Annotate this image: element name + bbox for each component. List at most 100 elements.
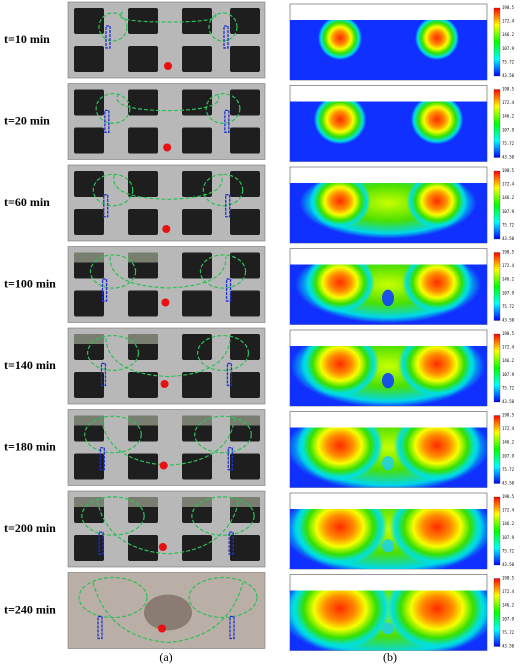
zone-outline [196,334,250,372]
photo [67,246,266,323]
colorbar-label: 107.9 [502,127,515,132]
colorbar [493,496,501,566]
colorbar [493,252,501,321]
heat-zone [318,20,362,60]
colorbar-label: 172.4 [502,100,515,105]
heat-zone [397,346,477,398]
window [182,290,212,317]
heatmap-field [290,346,487,406]
window [230,453,260,480]
gravel [230,415,260,426]
window [128,89,158,116]
row-label: t=10 min [4,32,50,46]
colorbar-label: 107.9 [502,290,515,295]
zone-outline [191,496,255,536]
colorbar-label: 198.5 [502,494,515,499]
colorbar-label: 146.2 [502,277,515,282]
sensor [226,362,233,387]
window [74,46,104,72]
window [182,453,212,480]
colorbar-label: 198.5 [502,87,515,92]
zone-outline [95,93,131,124]
colorbar-label: 146.2 [502,358,515,363]
drip-point [162,225,171,233]
colorbar-label: 43.50 [502,155,515,160]
gravel [128,252,158,263]
colorbar-label: 75.72 [502,141,515,146]
heatmap-field [290,509,487,569]
zone-outline [119,11,217,23]
row-label: t=180 min [4,439,56,453]
colorbar [493,578,501,647]
colorbar [493,333,501,403]
colorbar-label: 146.2 [502,195,515,200]
zone-outline [199,254,247,289]
colorbar-label: 198.5 [502,5,515,10]
colorbar [493,415,501,484]
colorbar-label: 107.9 [502,209,515,214]
zone-outline [188,576,258,619]
colorbar-label: 172.4 [502,508,515,513]
zone-outline [208,12,238,42]
window [74,209,104,235]
caption: (a) [159,650,172,664]
sensor [97,615,103,640]
zone-outline [86,334,140,372]
window [230,334,260,360]
window [230,209,260,235]
heatmap-field [290,590,487,651]
colorbar-label: 172.4 [502,426,515,431]
colorbar-label: 43.50 [502,399,515,404]
zone-outline [98,12,128,42]
heat-centre [382,539,394,553]
zone-outline [89,254,137,289]
colorbar-label: 172.4 [502,345,515,350]
heatmap: 198.5 172.4 146.2 107.9 75.72 43.50 [289,3,515,81]
heatmap-bg [290,20,487,80]
heatmap: 198.5 172.4 146.2 107.9 75.72 43.50 [289,166,515,244]
photo [67,409,266,486]
window [182,171,212,197]
gravel [74,334,104,344]
window [230,89,260,116]
colorbar-label: 75.72 [502,385,515,390]
colorbar-label: 146.2 [502,32,515,37]
window [182,8,212,34]
window [74,171,104,197]
window [182,89,212,116]
heat-zone [393,427,481,482]
heatmap: 198.5 172.4 146.2 107.9 75.72 43.50 [289,85,515,162]
gravel [128,415,158,426]
drip-point [163,143,172,152]
window [230,252,260,279]
row-label: t=200 min [4,521,56,535]
colorbar-label: 75.72 [502,59,515,64]
window [230,290,260,317]
colorbar-label: 75.72 [502,304,515,309]
colorbar-label: 75.72 [502,222,515,227]
gravel [74,497,104,507]
window [128,127,158,154]
colorbar-label: 146.2 [502,521,515,526]
zone-outline [100,419,236,466]
row-label: t=100 min [4,276,56,290]
window [128,372,158,398]
zone-outline [194,415,252,454]
heatmap: 198.5 172.4 146.2 107.9 75.72 43.50 [289,329,515,407]
colorbar-label: 107.9 [502,535,515,540]
window [182,535,212,561]
window [182,209,212,235]
window [230,8,260,34]
zone-outline [105,337,231,378]
heat-zone [410,101,464,145]
gravel [128,497,158,507]
colorbar-label: 107.9 [502,46,515,51]
colorbar-label: 43.50 [502,481,515,486]
window [128,535,158,561]
colorbar [493,7,501,77]
colorbar-label: 146.2 [502,603,515,608]
colorbar-label: 107.9 [502,372,515,377]
window [182,252,212,279]
heatmap: 198.5 172.4 146.2 107.9 75.72 43.50 [289,248,515,325]
